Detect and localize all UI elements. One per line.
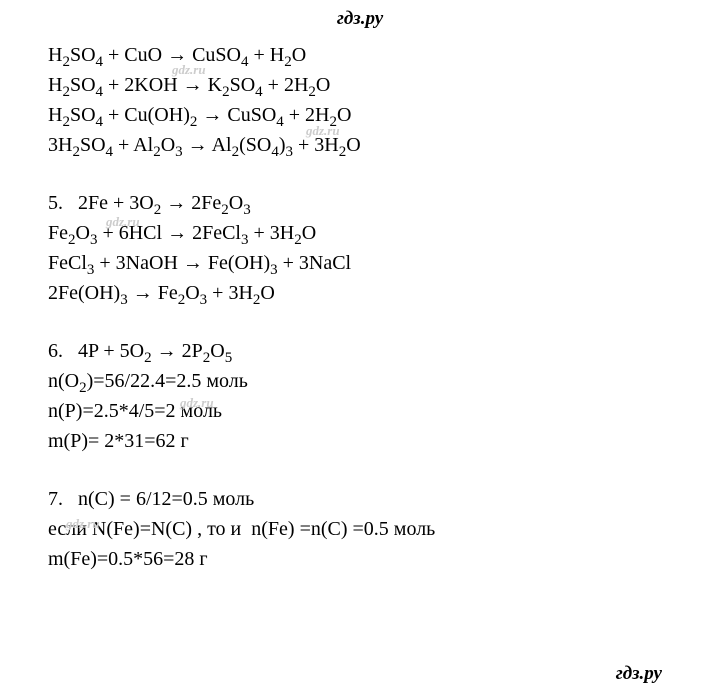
equation-line: если N(Fe)=N(C) , то и n(Fe) =n(C) =0.5 … [48,514,680,544]
equation-block-4: 7. n(C) = 6/12=0.5 моль если N(Fe)=N(C) … [48,484,680,574]
equation-block-1: H2SO4 + CuO → CuSO4 + H2O H2SO4 + 2KOH →… [48,40,680,160]
page-header: гдз.ру [0,0,720,40]
equation-line: 3H2SO4 + Al2O3 → Al2(SO4)3 + 3H2O [48,130,680,160]
content-area: H2SO4 + CuO → CuSO4 + H2O H2SO4 + 2KOH →… [0,40,720,574]
equation-line: 2Fe(OH)3 → Fe2O3 + 3H2O [48,278,680,308]
equation-line: 7. n(C) = 6/12=0.5 моль [48,484,680,514]
equation-line: 6. 4P + 5O2 → 2P2O5 [48,336,680,366]
equation-line: Fe2O3 + 6HCl → 2FeCl3 + 3H2O [48,218,680,248]
equation-block-3: 6. 4P + 5O2 → 2P2O5 n(O2)=56/22.4=2.5 мо… [48,336,680,456]
equation-line: H2SO4 + Cu(OH)2 → CuSO4 + 2H2O [48,100,680,130]
equation-line: FeCl3 + 3NaOH → Fe(OH)3 + 3NaCl [48,248,680,278]
page-footer: гдз.ру [616,663,662,685]
equation-line: m(Fe)=0.5*56=28 г [48,544,680,574]
equation-line: 5. 2Fe + 3O2 → 2Fe2O3 [48,188,680,218]
equation-line: H2SO4 + CuO → CuSO4 + H2O [48,40,680,70]
equation-line: H2SO4 + 2KOH → K2SO4 + 2H2O [48,70,680,100]
equation-block-2: 5. 2Fe + 3O2 → 2Fe2O3 Fe2O3 + 6HCl → 2Fe… [48,188,680,308]
equation-line: n(P)=2.5*4/5=2 моль [48,396,680,426]
equation-line: n(O2)=56/22.4=2.5 моль [48,366,680,396]
equation-line: m(P)= 2*31=62 г [48,426,680,456]
